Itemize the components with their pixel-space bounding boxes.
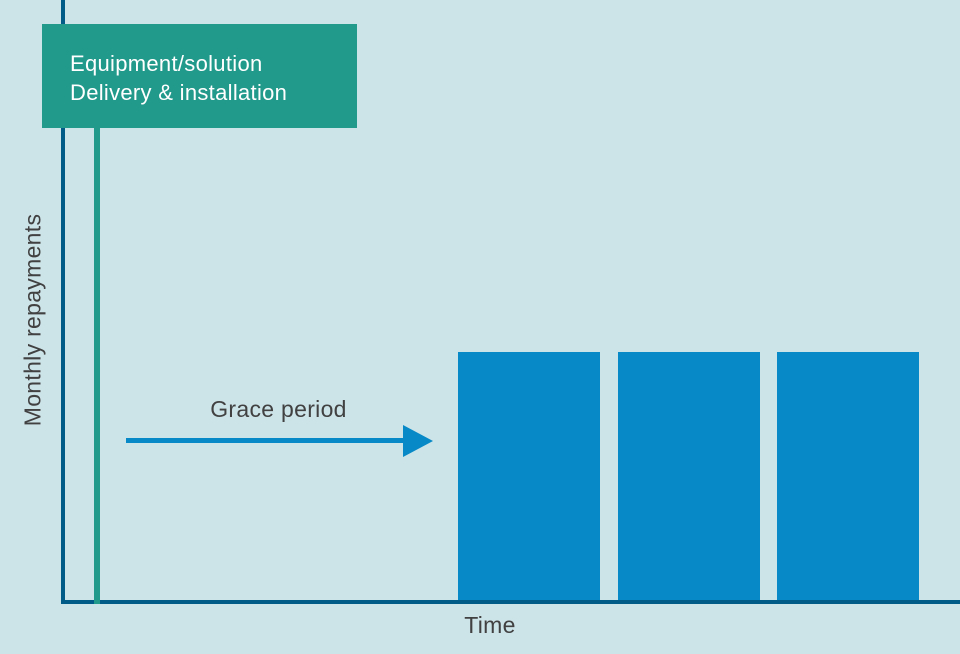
y-axis-line [61, 0, 65, 604]
x-axis-line [61, 600, 960, 604]
grace-period-arrow-head-icon [403, 425, 433, 457]
repayment-bar [458, 352, 600, 600]
repayment-bar [777, 352, 919, 600]
x-axis-label: Time [464, 612, 516, 638]
grace-period-arrow-line [126, 438, 404, 443]
repayment-bar [618, 352, 760, 600]
grace-period-label: Grace period [210, 396, 347, 422]
delivery-callout-box: Equipment/solution Delivery & installati… [42, 24, 357, 128]
delivery-callout-line2: Delivery & installation [70, 80, 288, 105]
delivery-marker-line [94, 128, 100, 604]
y-axis-label: Monthly repayments [19, 213, 46, 427]
delivery-callout-line1: Equipment/solution [70, 51, 263, 76]
